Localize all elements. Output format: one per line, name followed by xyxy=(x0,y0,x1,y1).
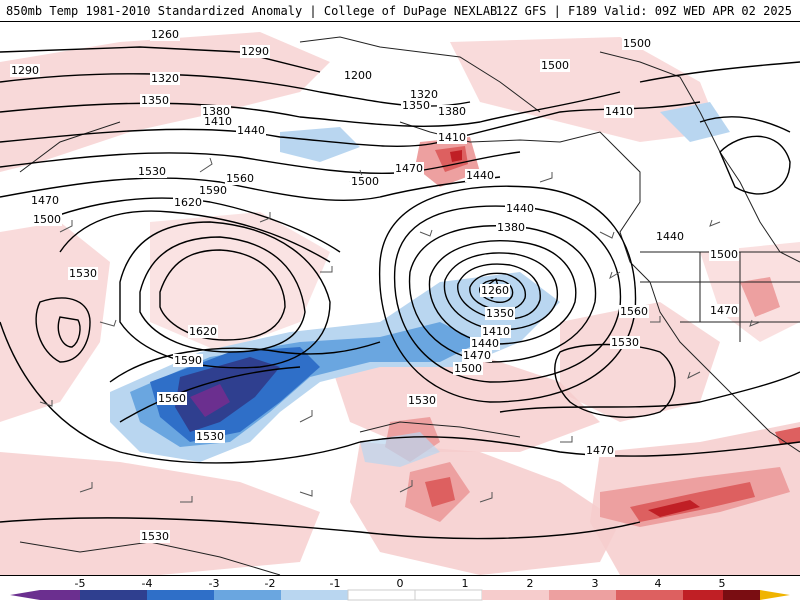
model-run-info: 12Z GFS | F189 Valid: 09Z WED APR 02 202… xyxy=(495,4,792,18)
colorbar-label: 5 xyxy=(718,577,726,590)
colorbar-segment xyxy=(683,590,723,600)
positive-anomaly-shading xyxy=(0,32,800,575)
colorbar-label: 1 xyxy=(461,577,469,590)
colorbar-arrow-right xyxy=(760,590,790,600)
colorbar-segment xyxy=(147,590,214,600)
colorbar-label: -5 xyxy=(74,577,86,590)
anomaly-colorbar: -5 -4 -3 -2 -1 0 1 2 3 4 5 xyxy=(0,575,800,601)
colorbar-segment xyxy=(40,590,80,600)
colorbar-label: -4 xyxy=(141,577,153,590)
colorbar-segment xyxy=(616,590,683,600)
colorbar-label: 2 xyxy=(526,577,534,590)
colorbar-label: -2 xyxy=(264,577,276,590)
colorbar-label: 3 xyxy=(591,577,599,590)
colorbar-label: 0 xyxy=(396,577,404,590)
colorbar-segment xyxy=(482,590,549,600)
colorbar-segment xyxy=(281,590,348,600)
weather-map xyxy=(0,22,800,575)
colorbar-segment xyxy=(414,589,483,601)
colorbar-segment xyxy=(723,590,760,600)
negative-anomaly-shading xyxy=(110,102,730,467)
colorbar-segment xyxy=(80,590,147,600)
colorbar-segment xyxy=(347,589,416,601)
colorbar-label: 4 xyxy=(654,577,662,590)
colorbar-segment xyxy=(549,590,616,600)
wind-barbs xyxy=(39,157,761,503)
map-title: 850mb Temp 1981-2010 Standardized Anomal… xyxy=(6,4,498,18)
map-header: 850mb Temp 1981-2010 Standardized Anomal… xyxy=(0,0,800,22)
colorbar-segment xyxy=(214,590,281,600)
colorbar-arrow-left xyxy=(10,590,40,600)
colorbar-label: -1 xyxy=(329,577,341,590)
colorbar-label: -3 xyxy=(208,577,220,590)
